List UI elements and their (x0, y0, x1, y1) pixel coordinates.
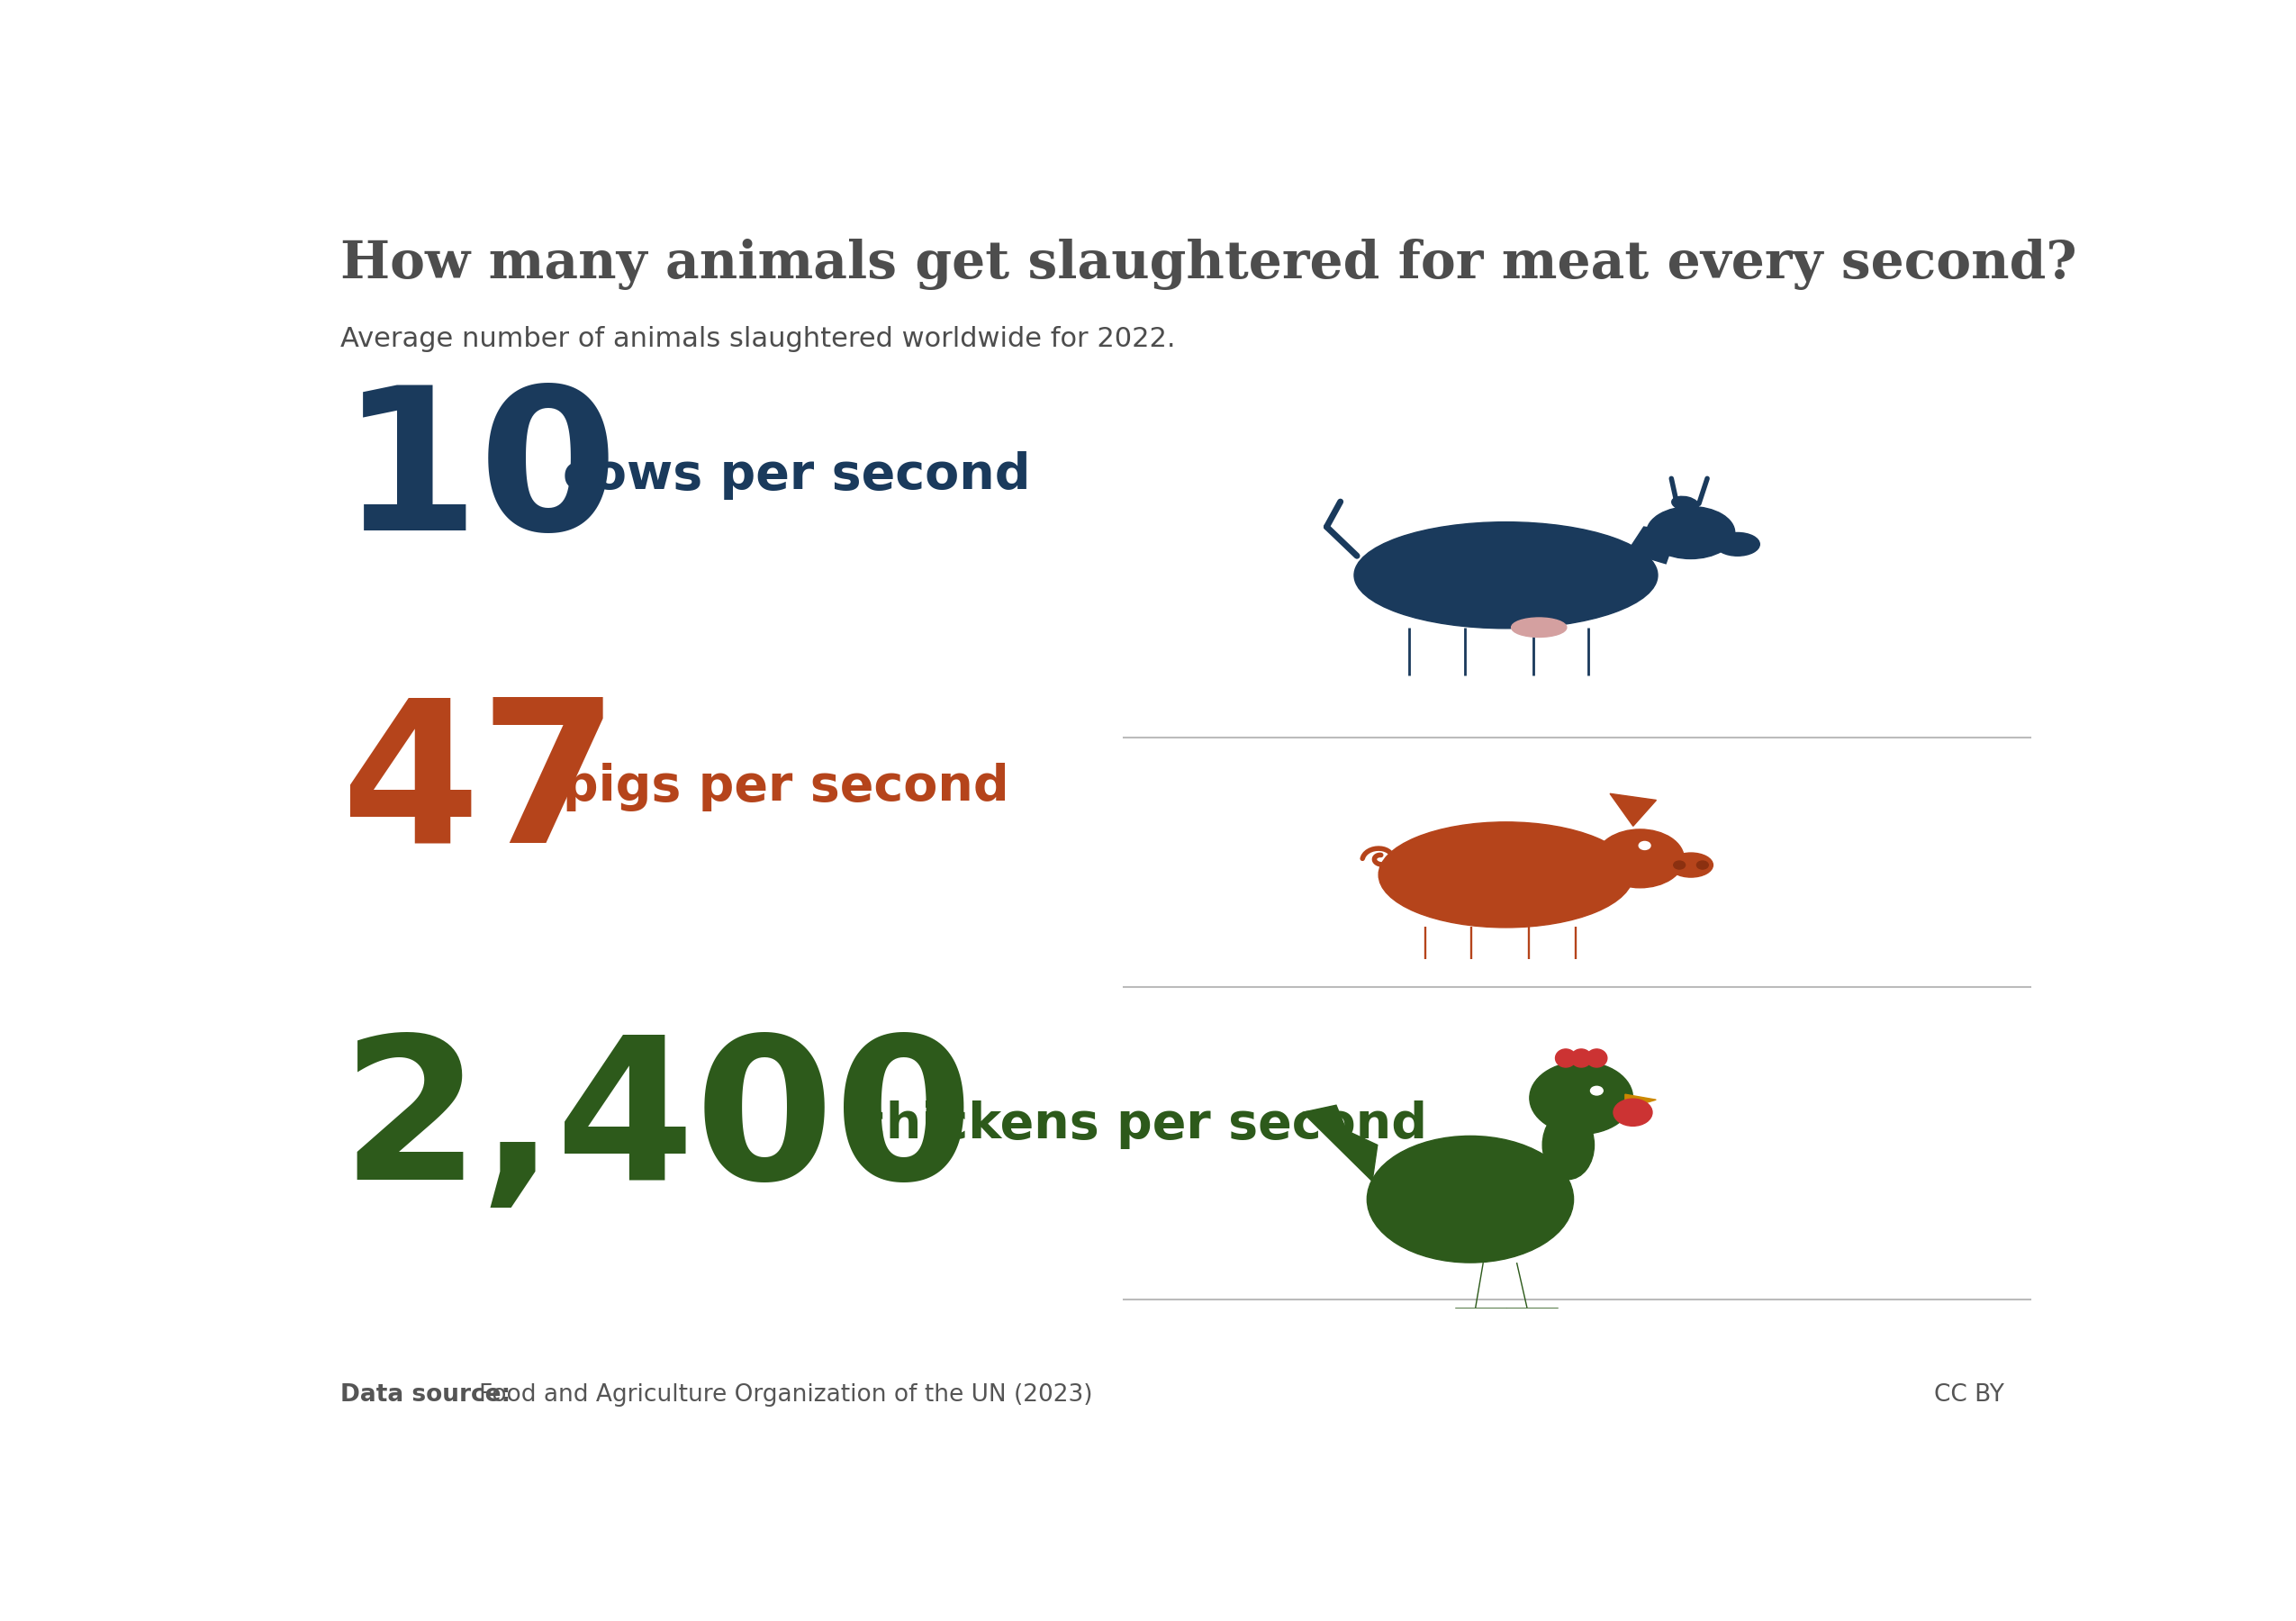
Text: CC BY: CC BY (1933, 1384, 2004, 1407)
Circle shape (1674, 861, 1685, 869)
Text: pigs per second: pigs per second (563, 763, 1008, 812)
Polygon shape (1302, 1106, 1378, 1182)
Ellipse shape (1378, 822, 1632, 927)
Circle shape (1591, 1086, 1603, 1096)
Text: cows per second: cows per second (563, 451, 1031, 499)
Text: Our World: Our World (2004, 73, 2140, 97)
Ellipse shape (1587, 1049, 1607, 1067)
Ellipse shape (1543, 1110, 1593, 1180)
Ellipse shape (1596, 830, 1683, 888)
Text: 10: 10 (340, 379, 620, 572)
Text: 47: 47 (340, 691, 620, 883)
Text: Food and Agriculture Organization of the UN (2023): Food and Agriculture Organization of the… (480, 1384, 1093, 1407)
Ellipse shape (1355, 522, 1658, 629)
Ellipse shape (1715, 533, 1759, 556)
Polygon shape (1626, 1094, 1655, 1109)
Ellipse shape (1511, 618, 1566, 637)
Polygon shape (1628, 527, 1676, 564)
Polygon shape (1444, 1164, 1543, 1221)
Circle shape (1697, 861, 1708, 869)
Ellipse shape (1671, 496, 1699, 511)
Circle shape (1529, 1062, 1632, 1135)
Polygon shape (1609, 794, 1655, 827)
Text: How many animals get slaughtered for meat every second?: How many animals get slaughtered for mea… (340, 238, 2078, 290)
Circle shape (1639, 841, 1651, 849)
Text: 2,400: 2,400 (340, 1028, 974, 1221)
Ellipse shape (1366, 1136, 1573, 1263)
Text: Average number of animals slaughtered worldwide for 2022.: Average number of animals slaughtered wo… (340, 326, 1176, 352)
Circle shape (1614, 1099, 1653, 1127)
Text: chickens per second: chickens per second (856, 1101, 1428, 1149)
Ellipse shape (1570, 1049, 1591, 1067)
Ellipse shape (1646, 506, 1736, 559)
Ellipse shape (1554, 1049, 1575, 1067)
Text: in Data: in Data (2023, 133, 2122, 156)
Ellipse shape (1669, 853, 1713, 877)
Text: Data source:: Data source: (340, 1384, 510, 1407)
